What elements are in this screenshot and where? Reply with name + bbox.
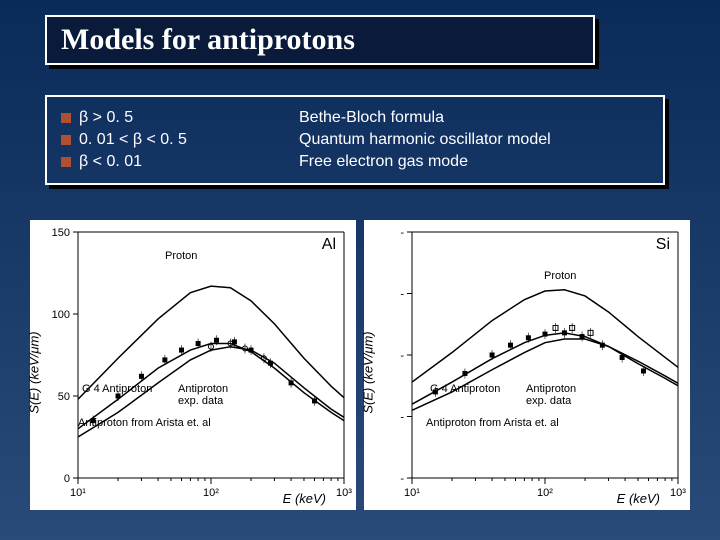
model-method-0: Bethe-Bloch formula (299, 109, 444, 127)
svg-text:10³: 10³ (336, 487, 352, 499)
ann-exp-si: Antiproton exp. data (526, 383, 591, 407)
svg-text:10¹: 10¹ (404, 487, 420, 499)
model-range-0: β > 0. 5 (79, 109, 299, 127)
svg-text:150: 150 (52, 227, 70, 239)
svg-text:50: 50 (58, 391, 70, 403)
ann-proton-al: Proton (165, 250, 197, 262)
svg-text:10²: 10² (203, 487, 219, 499)
ann-g4-al: G 4 Antiproton (82, 383, 152, 395)
model-range-2: β < 0. 01 (79, 153, 299, 171)
svg-text:10²: 10² (537, 487, 553, 499)
chart-material-al: Al (322, 236, 336, 254)
chart-si: 10¹10²10³----- S(E) (keV/μm) E (keV) Si … (364, 220, 690, 510)
ann-g4-si: G 4 Antiproton (430, 383, 500, 395)
chart-xlabel-si: E (keV) (617, 491, 660, 506)
chart-area: 10¹ 10² 10³ 0 50 100 150 S(E) (keV/μm) E (keV)… (30, 220, 690, 520)
model-range-1: 0. 01 < β < 0. 5 (79, 131, 299, 149)
models-list: β > 0. 5 Bethe-Bloch formula 0. 01 < β <… (61, 107, 649, 173)
bullet-icon (61, 113, 71, 123)
model-row-1: 0. 01 < β < 0. 5 Quantum harmonic oscill… (61, 129, 649, 151)
ann-proton-si: Proton (544, 270, 576, 282)
title-text: Models for antiprotons (61, 23, 355, 56)
ann-arista-si: Antiproton from Arista et. al (426, 417, 566, 429)
chart-ylabel-al: S(E) (keV/μm) (27, 331, 42, 413)
chart-xlabel-al: E (keV) (283, 491, 326, 506)
svg-text:10³: 10³ (670, 487, 686, 499)
svg-text:-: - (400, 289, 404, 301)
svg-text:-: - (400, 350, 404, 362)
ann-exp-al: Antiproton exp. data (178, 383, 243, 407)
model-method-1: Quantum harmonic oscillator model (299, 131, 551, 149)
bullet-icon (61, 135, 71, 145)
model-row-0: β > 0. 5 Bethe-Bloch formula (61, 107, 649, 129)
svg-text:-: - (400, 227, 404, 239)
svg-text:100: 100 (52, 309, 70, 321)
svg-text:-: - (400, 473, 404, 485)
chart-al: 10¹ 10² 10³ 0 50 100 150 S(E) (keV/μm) E (keV)… (30, 220, 356, 510)
svg-text:0: 0 (64, 473, 70, 485)
bullet-icon (61, 157, 71, 167)
ann-arista-al: Antiproton from Arista et. al (78, 417, 218, 429)
models-box: β > 0. 5 Bethe-Bloch formula 0. 01 < β <… (45, 95, 665, 185)
svg-text:10¹: 10¹ (70, 487, 86, 499)
title-banner: Models for antiprotons (45, 15, 595, 65)
model-method-2: Free electron gas mode (299, 153, 468, 171)
chart-ylabel-si: S(E) (keV/μm) (361, 331, 376, 413)
model-row-2: β < 0. 01 Free electron gas mode (61, 151, 649, 173)
chart-material-si: Si (656, 236, 670, 254)
svg-text:-: - (400, 412, 404, 424)
